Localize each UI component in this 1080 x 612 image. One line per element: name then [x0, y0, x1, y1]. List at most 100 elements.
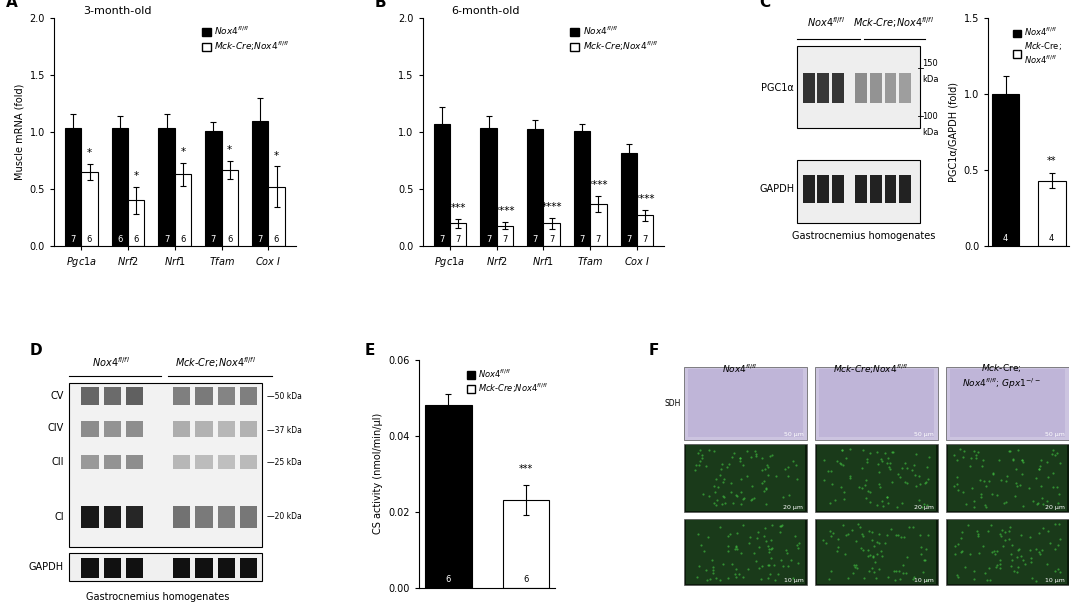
Text: 6: 6: [134, 235, 139, 244]
Point: [852, 543, 869, 553]
Point: [719, 573, 737, 583]
Point: [1039, 496, 1056, 506]
Point: [996, 528, 1013, 537]
Point: [821, 574, 838, 584]
Point: [1049, 449, 1066, 458]
Bar: [173, 506, 190, 528]
Bar: [126, 558, 144, 578]
Point: [760, 560, 778, 570]
Point: [966, 574, 983, 584]
Point: [976, 568, 994, 578]
Point: [905, 460, 922, 470]
Point: [1029, 498, 1047, 508]
Bar: [815, 444, 939, 512]
Point: [865, 567, 882, 577]
Text: A: A: [5, 0, 17, 10]
Text: B: B: [375, 0, 386, 10]
Point: [878, 530, 895, 540]
Point: [984, 469, 1001, 479]
Point: [723, 479, 740, 488]
Point: [919, 474, 936, 484]
Point: [1044, 446, 1062, 455]
Text: 7: 7: [456, 235, 461, 244]
Point: [888, 502, 905, 512]
Point: [734, 572, 752, 582]
Point: [760, 544, 778, 554]
Point: [966, 565, 983, 575]
Point: [994, 526, 1011, 536]
Point: [694, 489, 712, 499]
Point: [998, 497, 1015, 507]
Point: [1043, 449, 1061, 458]
Point: [885, 447, 902, 457]
Point: [758, 484, 775, 494]
Point: [859, 545, 876, 555]
Legend: $\it{Nox4}$$^{fl/fl}$, $\it{Mck}$-$\it{Cre}$;$\it{Nox4}$$^{fl/fl}$: $\it{Nox4}$$^{fl/fl}$, $\it{Mck}$-$\it{C…: [463, 364, 551, 398]
Point: [834, 445, 851, 455]
Text: 7: 7: [211, 235, 216, 244]
Point: [1013, 469, 1030, 479]
Point: [771, 527, 788, 537]
Point: [834, 520, 851, 530]
Point: [696, 547, 713, 556]
Point: [954, 452, 971, 462]
Point: [1001, 446, 1018, 455]
Point: [701, 446, 718, 455]
Point: [920, 452, 937, 461]
Point: [760, 548, 778, 558]
Point: [1034, 545, 1051, 555]
Point: [861, 497, 878, 507]
Point: [743, 495, 760, 505]
Point: [873, 456, 890, 466]
Text: SDH: SDH: [664, 398, 680, 408]
Bar: [818, 446, 936, 511]
Point: [1032, 482, 1050, 491]
Point: [753, 573, 770, 583]
Point: [841, 444, 859, 454]
Point: [997, 535, 1014, 545]
Point: [866, 541, 883, 551]
Point: [949, 572, 967, 582]
Bar: [948, 446, 1067, 511]
Point: [766, 560, 783, 570]
Text: $\it{Mck}$-$\it{Cre}$;$\it{Nox4}$$^{fl/fl}$: $\it{Mck}$-$\it{Cre}$;$\it{Nox4}$$^{fl/f…: [853, 16, 934, 31]
Text: 4: 4: [1003, 234, 1009, 243]
Bar: [195, 421, 213, 437]
Point: [919, 463, 936, 472]
Point: [1032, 455, 1050, 465]
Point: [891, 566, 908, 576]
Point: [772, 521, 789, 531]
Point: [968, 453, 985, 463]
Point: [751, 542, 768, 552]
Bar: [126, 387, 144, 405]
Point: [946, 550, 963, 559]
Text: —50 kDa: —50 kDa: [267, 392, 302, 401]
Legend: $\it{Nox4}$$^{fl/fl}$, $\it{Mck}$-$\it{Cre}$;$\it{Nox4}$$^{fl/fl}$: $\it{Nox4}$$^{fl/fl}$, $\it{Mck}$-$\it{C…: [200, 23, 292, 55]
Point: [917, 477, 934, 487]
Point: [767, 575, 784, 585]
Point: [978, 575, 996, 585]
Point: [1014, 501, 1031, 511]
Point: [848, 562, 865, 572]
Point: [904, 522, 921, 532]
Text: —37 kDa: —37 kDa: [267, 426, 302, 435]
Point: [815, 455, 833, 465]
Bar: [104, 455, 121, 469]
Point: [864, 527, 881, 537]
Point: [998, 471, 1015, 480]
Point: [866, 557, 883, 567]
Point: [1013, 455, 1030, 465]
Point: [744, 481, 761, 491]
Point: [1034, 499, 1051, 509]
Point: [691, 446, 708, 455]
Point: [757, 536, 774, 545]
Text: 6: 6: [274, 235, 280, 244]
Bar: [221, 170, 238, 246]
Point: [991, 529, 1009, 539]
Point: [893, 463, 910, 472]
Point: [916, 555, 933, 565]
Bar: [870, 176, 881, 203]
Point: [861, 448, 878, 458]
Bar: [946, 519, 1069, 585]
Point: [838, 453, 855, 463]
